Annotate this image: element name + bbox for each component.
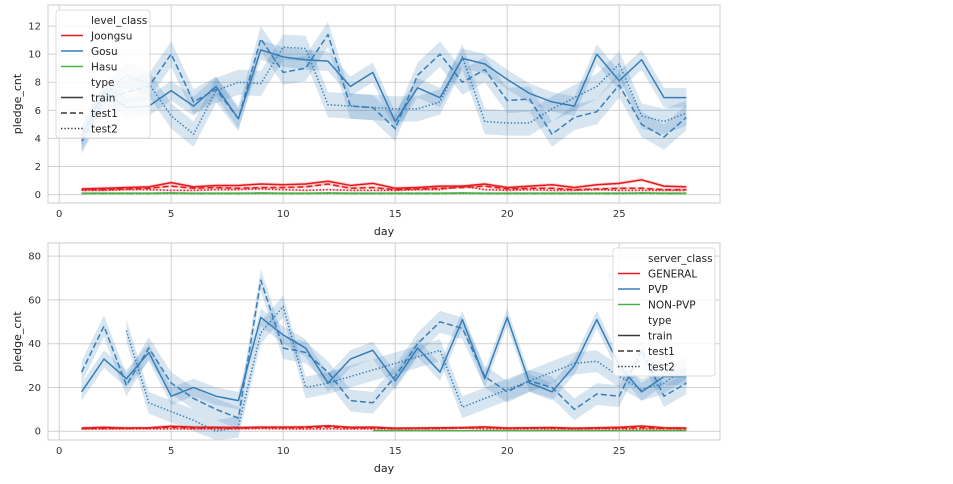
y-tick-label: 4 bbox=[35, 134, 41, 145]
legend: level_class Joongsu Gosu Hasu type train test1… bbox=[55, 9, 151, 139]
x-tick-label: 5 bbox=[168, 209, 174, 220]
legend-title: type bbox=[91, 77, 114, 89]
x-axis-label: day bbox=[374, 462, 395, 475]
confidence-band bbox=[81, 34, 687, 152]
series-line bbox=[80, 49, 687, 136]
y-tick-label: 0 bbox=[35, 190, 41, 201]
legend-entry-label: test2 bbox=[648, 362, 675, 374]
legend: server_class GENERAL PVP NON-PVP type train te… bbox=[612, 247, 716, 377]
legend-entry-label: Joongsu bbox=[90, 31, 132, 43]
x-tick-label: 20 bbox=[501, 446, 514, 457]
axes-frame bbox=[47, 4, 721, 204]
x-tick-label: 25 bbox=[613, 446, 626, 457]
series-line bbox=[80, 279, 687, 419]
legend-entry-label: Gosu bbox=[91, 46, 118, 58]
legend-entry-label: train bbox=[91, 93, 115, 105]
x-tick-label: 20 bbox=[501, 209, 514, 220]
y-tick-label: 80 bbox=[28, 252, 41, 263]
series-line bbox=[80, 33, 687, 142]
series-line bbox=[80, 316, 687, 402]
y-tick-label: 12 bbox=[28, 22, 41, 33]
legend-entry-label: test2 bbox=[91, 124, 118, 136]
legend-entry-label: Hasu bbox=[91, 62, 117, 74]
legend-entry-label: test1 bbox=[91, 108, 118, 120]
top-chart-level-class: 0 5 10 15 20 25 0 2 4 6 8 10 12 day pledge_cnt level_cl… bbox=[11, 4, 721, 238]
bottom-chart-server-class: 0 5 10 15 20 25 0 20 40 60 80 day pledge_cnt server_c… bbox=[11, 242, 721, 475]
y-tick-label: 6 bbox=[35, 106, 41, 117]
axes-frame bbox=[47, 242, 721, 441]
legend-entry-label: PVP bbox=[648, 284, 668, 296]
legend-box bbox=[55, 9, 151, 139]
legend-entry-label: GENERAL bbox=[648, 269, 697, 281]
legend-title: type bbox=[648, 315, 671, 327]
y-tick-label: 8 bbox=[35, 78, 41, 89]
x-tick-label: 5 bbox=[168, 446, 174, 457]
confidence-band bbox=[81, 269, 687, 430]
x-tick-label: 0 bbox=[56, 209, 62, 220]
confidence-band bbox=[81, 308, 687, 410]
y-axis-label: pledge_cnt bbox=[11, 311, 24, 372]
y-tick-label: 40 bbox=[28, 339, 41, 350]
y-tick-label: 10 bbox=[28, 50, 41, 61]
y-tick-label: 60 bbox=[28, 295, 41, 306]
confidence-band bbox=[81, 178, 687, 191]
legend-entry-label: train bbox=[648, 331, 672, 343]
x-tick-label: 15 bbox=[389, 209, 402, 220]
x-tick-label: 15 bbox=[389, 446, 402, 457]
y-axis-label: pledge_cnt bbox=[11, 73, 24, 134]
confidence-band bbox=[81, 21, 687, 154]
legend-entry-label: test1 bbox=[648, 346, 675, 358]
x-tick-label: 0 bbox=[56, 446, 62, 457]
legend-title: level_class bbox=[91, 15, 147, 27]
series-line bbox=[80, 46, 687, 139]
x-tick-label: 10 bbox=[277, 446, 290, 457]
y-tick-label: 20 bbox=[28, 383, 41, 394]
legend-entry-label: NON-PVP bbox=[648, 300, 696, 312]
y-tick-label: 2 bbox=[35, 162, 41, 173]
series-line bbox=[81, 427, 687, 430]
x-axis-label: day bbox=[374, 225, 395, 238]
legend-box bbox=[612, 247, 716, 377]
x-tick-label: 25 bbox=[613, 209, 626, 220]
legend-title: server_class bbox=[648, 253, 713, 265]
confidence-band bbox=[81, 40, 687, 146]
plot-area bbox=[48, 5, 720, 203]
y-tick-label: 0 bbox=[35, 427, 41, 438]
x-tick-label: 10 bbox=[277, 209, 290, 220]
confidence-band bbox=[126, 295, 687, 440]
confidence-band bbox=[81, 185, 687, 192]
series-line bbox=[81, 179, 687, 190]
series-line bbox=[81, 183, 687, 191]
